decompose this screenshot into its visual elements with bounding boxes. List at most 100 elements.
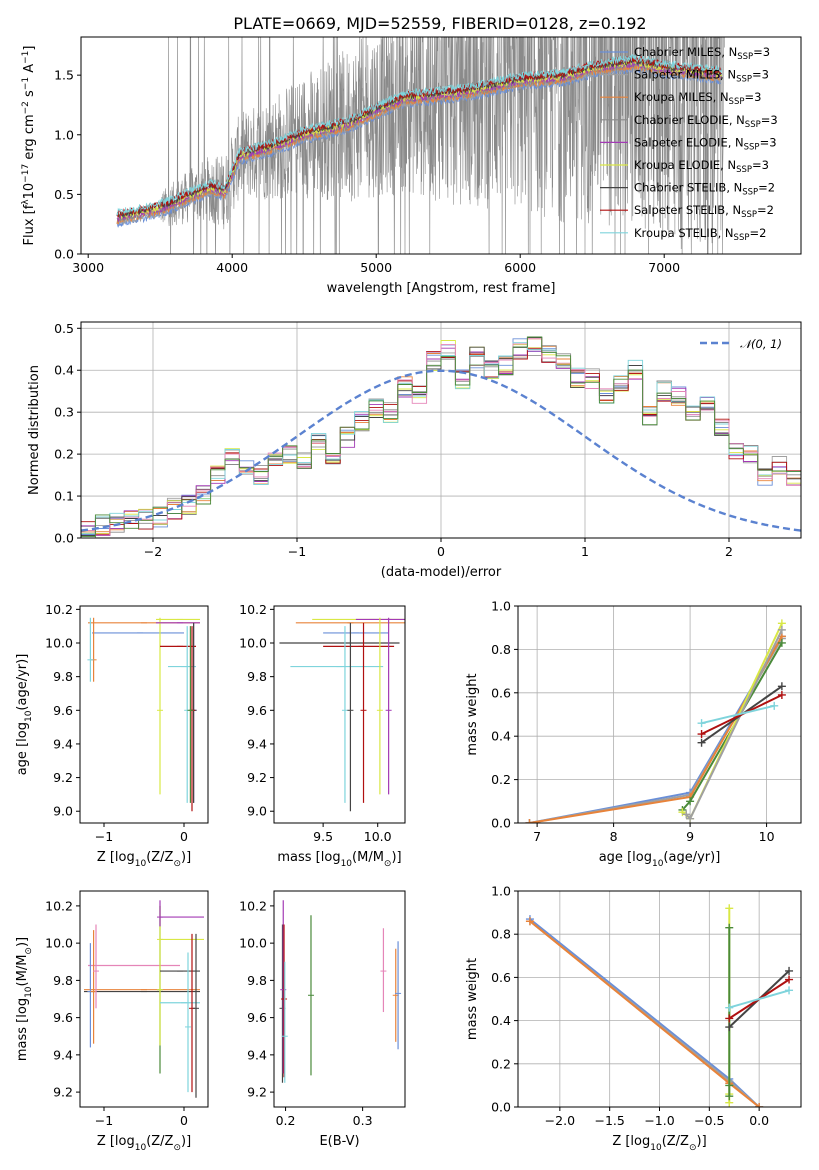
- errorbar-point: [281, 924, 288, 1078]
- y-tick-label: 9.0: [247, 804, 267, 819]
- x-tick-label: 7000: [648, 260, 680, 275]
- histogram-step-line: [81, 340, 801, 535]
- errorbar-point: [360, 622, 367, 803]
- axes-frame: [517, 605, 802, 824]
- errorbar-point: [341, 626, 348, 803]
- histogram-step-line: [81, 338, 801, 535]
- series-point: [682, 810, 691, 819]
- legend-entry: Chabrier ELODIE, NSSP=3: [634, 113, 778, 130]
- histogram-step-line: [81, 345, 801, 537]
- y-tick-label: 10.2: [239, 898, 267, 913]
- y-tick-label: 9.6: [53, 1010, 73, 1025]
- legend-entry: Chabrier STELIB, NSSP=2: [634, 181, 775, 198]
- y-axis-label: Flux [fλ10−17 erg cm−2 s−1 A−1]: [21, 46, 37, 246]
- errorbar-point: [185, 952, 191, 1093]
- errorbar-point: [307, 915, 314, 1076]
- plot-area-4: [525, 619, 786, 823]
- errorbar-point: [157, 617, 163, 795]
- legend-entry: Kroupa STELIB, NSSP=2: [634, 226, 766, 243]
- series-point: [725, 1003, 734, 1012]
- errorbar-point: [157, 900, 204, 927]
- y-tick-label: 10.2: [45, 898, 73, 913]
- y-tick-label: 0.6: [491, 970, 511, 985]
- histogram-step-line: [81, 347, 801, 537]
- panel-5: −1 0 9.2 9.4 9.6 9.8 10.0 10.2 Z [log10(Z/Z⊙)] ma…: [15, 890, 209, 1153]
- errorbar-point: [87, 943, 94, 1048]
- spectrum-legend: Chabrier MILES, NSSP=3 Salpeter MILES, NS…: [600, 45, 778, 243]
- model-spectrum-line: [116, 63, 723, 225]
- axes-frame: [273, 890, 406, 1108]
- y-tick-label: 0.8: [491, 642, 511, 657]
- series-point: [525, 917, 534, 926]
- series-point: [697, 738, 706, 747]
- legend-entry: Kroupa MILES, NSSP=3: [634, 90, 761, 107]
- plot-area-2: [87, 617, 200, 812]
- y-tick-label: 9.6: [247, 703, 267, 718]
- series-line: [729, 989, 790, 1009]
- errorbar-point: [193, 933, 199, 1098]
- figure-title: PLATE=0669, MJD=52559, FIBERID=0128, z=0…: [233, 14, 646, 33]
- x-tick-label: 9.5: [313, 829, 333, 844]
- x-tick-label: −1: [95, 1113, 113, 1128]
- series-point: [785, 986, 794, 995]
- model-spectrum-line: [116, 54, 723, 216]
- histogram-step-line: [81, 336, 801, 538]
- x-tick-label: 8: [610, 829, 618, 844]
- errorbar-point: [184, 626, 191, 803]
- y-tick-label: 0.5: [54, 187, 74, 202]
- series-point: [686, 797, 695, 806]
- histogram-step-line: [81, 338, 801, 533]
- series-line: [701, 704, 775, 725]
- x-tick-label: −1.0: [644, 1113, 674, 1128]
- y-tick-label: 9.4: [247, 736, 267, 751]
- y-tick-label: 9.8: [53, 669, 73, 684]
- series-point: [777, 625, 786, 634]
- y-tick-label: 0.0: [54, 531, 74, 546]
- x-axis-label: wavelength [Angstrom, rest frame]: [327, 281, 556, 296]
- y-tick-label: 0.0: [491, 1100, 511, 1115]
- y-tick-label: 10.0: [45, 636, 73, 651]
- x-tick-label: −2: [144, 544, 162, 559]
- x-tick-label: 9: [686, 829, 694, 844]
- y-axis-label: mass weight: [465, 958, 480, 1040]
- x-tick-label: 7: [533, 829, 541, 844]
- y-tick-label: 10.2: [239, 602, 267, 617]
- panel-7: −2.0 −1.5 −1.0 −0.5 0.0 0.0 0.2 0.4 0.6 0.8 1.0 Z […: [465, 884, 802, 1153]
- y-tick-label: 0.2: [491, 772, 511, 787]
- y-tick-label: 9.4: [53, 1047, 73, 1062]
- errorbar-point: [187, 626, 194, 803]
- x-axis-label: (data-model)/error: [381, 565, 502, 580]
- x-tick-label: 1: [581, 544, 589, 559]
- series-point: [777, 690, 786, 699]
- y-tick-label: 9.2: [53, 770, 73, 785]
- axes-frame: [79, 605, 209, 824]
- y-tick-label: 0.2: [491, 1056, 511, 1071]
- x-tick-label: 10: [759, 829, 775, 844]
- y-tick-label: 9.4: [247, 1047, 267, 1062]
- series-point: [725, 1081, 734, 1090]
- legend-entry: Salpeter ELODIE, NSSP=3: [634, 135, 777, 152]
- y-tick-label: 9.8: [53, 973, 73, 988]
- model-spectrum-line: [116, 61, 723, 225]
- series-point: [777, 638, 786, 647]
- x-tick-label: 0.2: [276, 1113, 296, 1128]
- y-tick-label: 9.6: [247, 1010, 267, 1025]
- x-tick-label: −1.5: [594, 1113, 624, 1128]
- y-tick-label: 1.0: [491, 599, 511, 614]
- legend-entry: 𝒩(0, 1): [740, 337, 782, 351]
- y-tick-label: 9.6: [53, 703, 73, 718]
- errorbar-point: [189, 933, 195, 1093]
- plot-area-3: [279, 617, 405, 812]
- y-tick-label: 0.6: [491, 685, 511, 700]
- y-tick-label: 0.4: [491, 729, 511, 744]
- series-line: [529, 635, 783, 823]
- plot-area-1: [81, 336, 801, 538]
- errorbar-point: [90, 617, 97, 682]
- observed-spectrum-line: [159, 37, 725, 254]
- errorbar-point: [87, 617, 94, 682]
- axes-frame: [80, 36, 802, 255]
- series-line: [529, 920, 760, 1107]
- axes-frame: [79, 890, 209, 1108]
- plot-area-7: [525, 904, 794, 1107]
